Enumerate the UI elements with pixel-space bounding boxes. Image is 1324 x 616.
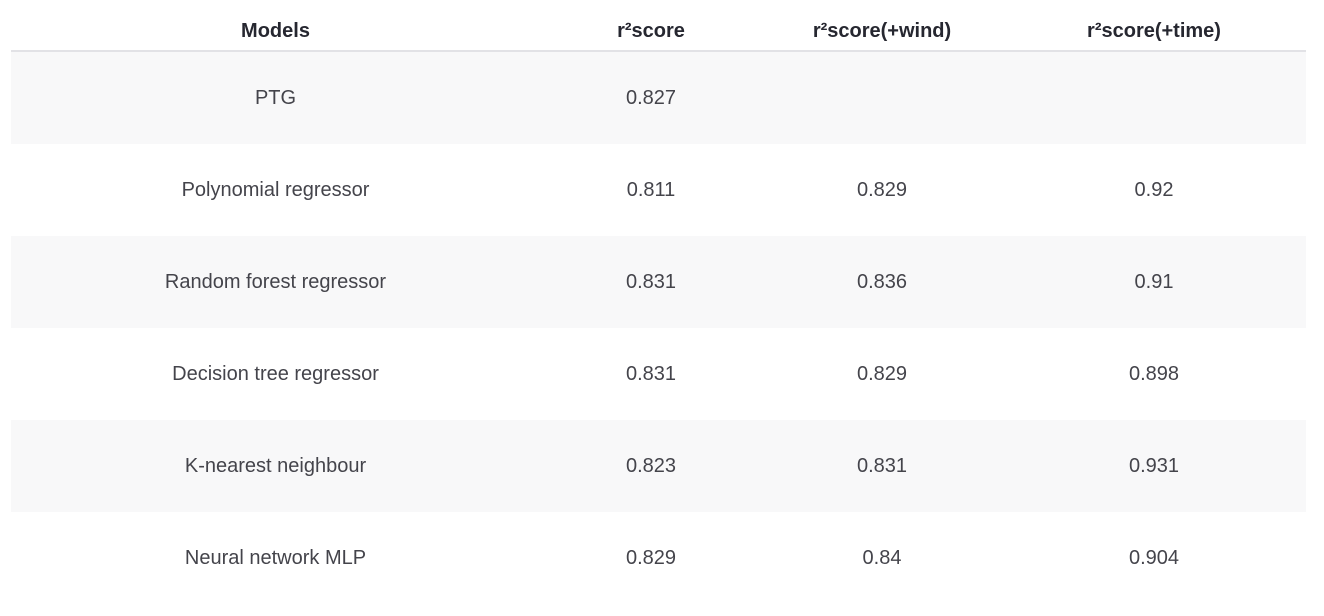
score-cell: 0.92 — [1002, 144, 1306, 236]
score-cell: 0.829 — [762, 144, 1002, 236]
column-header-r2score-time: r²score(+time) — [1002, 0, 1306, 52]
score-cell: 0.823 — [540, 420, 762, 512]
column-header-r2score: r²score — [540, 0, 762, 52]
score-cell: 0.84 — [762, 512, 1002, 604]
score-cell: 0.904 — [1002, 512, 1306, 604]
model-name-cell: Decision tree regressor — [11, 328, 540, 420]
score-cell — [1002, 51, 1306, 144]
model-scores-table: Models r²score r²score(+wind) r²score(+t… — [11, 0, 1306, 604]
model-name-cell: Neural network MLP — [11, 512, 540, 604]
model-name-cell: PTG — [11, 51, 540, 144]
score-cell: 0.831 — [762, 420, 1002, 512]
table-row: Decision tree regressor 0.831 0.829 0.89… — [11, 328, 1306, 420]
table-row: Neural network MLP 0.829 0.84 0.904 — [11, 512, 1306, 604]
score-cell: 0.831 — [540, 236, 762, 328]
column-header-models: Models — [11, 0, 540, 52]
score-cell: 0.931 — [1002, 420, 1306, 512]
score-cell: 0.836 — [762, 236, 1002, 328]
table-row: Polynomial regressor 0.811 0.829 0.92 — [11, 144, 1306, 236]
score-cell: 0.811 — [540, 144, 762, 236]
score-cell: 0.91 — [1002, 236, 1306, 328]
score-cell — [762, 51, 1002, 144]
header-row: Models r²score r²score(+wind) r²score(+t… — [11, 0, 1306, 52]
table-row: Random forest regressor 0.831 0.836 0.91 — [11, 236, 1306, 328]
table-row: PTG 0.827 — [11, 51, 1306, 144]
model-name-cell: Polynomial regressor — [11, 144, 540, 236]
column-header-r2score-wind: r²score(+wind) — [762, 0, 1002, 52]
score-cell: 0.898 — [1002, 328, 1306, 420]
score-cell: 0.831 — [540, 328, 762, 420]
score-cell: 0.829 — [540, 512, 762, 604]
score-cell: 0.829 — [762, 328, 1002, 420]
model-name-cell: K-nearest neighbour — [11, 420, 540, 512]
score-cell: 0.827 — [540, 51, 762, 144]
table-row: K-nearest neighbour 0.823 0.831 0.931 — [11, 420, 1306, 512]
model-name-cell: Random forest regressor — [11, 236, 540, 328]
